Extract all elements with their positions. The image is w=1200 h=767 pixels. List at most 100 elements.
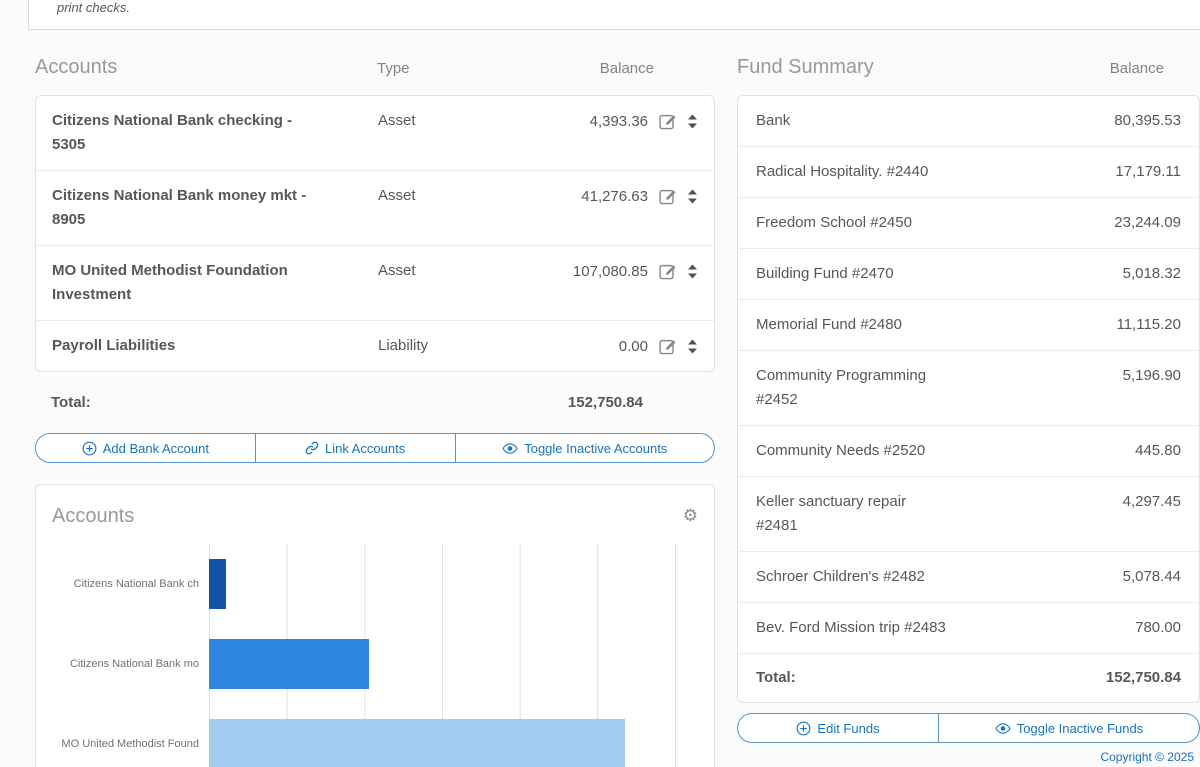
plus-circle-icon (82, 441, 97, 456)
fund-name: Radical Hospitality. #2440 (756, 163, 929, 180)
account-name: MO United Methodist Foundation Investmen… (52, 262, 288, 303)
add-bank-account-button[interactable]: Add Bank Account (36, 434, 255, 462)
account-balance-cell: 41,276.63 (498, 184, 698, 208)
account-balance: 107,080.85 (572, 262, 648, 280)
funds-col-balance: Balance (1109, 60, 1164, 77)
fund-name: Bank (756, 112, 791, 129)
edit-balance-icon[interactable] (658, 262, 677, 281)
fund-balance: 5,196.90 (1122, 367, 1181, 384)
account-type: Asset (378, 262, 416, 279)
info-panel-cutoff: print checks. (28, 0, 1200, 30)
accounts-section-title: Accounts (35, 56, 118, 78)
fund-summary-table: Bank 80,395.53 Radical Hospitality. #244… (737, 95, 1200, 703)
chart-bar-row (209, 704, 675, 767)
account-balance: 4,393.36 (589, 112, 648, 130)
fund-name: Bev. Ford Mission trip #2483 (756, 619, 946, 636)
account-balance-cell: 4,393.36 (498, 109, 698, 133)
fund-balance: 445.80 (1135, 442, 1181, 459)
fund-name: Freedom School #2450 (756, 214, 912, 231)
funds-total-label: Total: (756, 669, 796, 686)
accounts-bar-chart: Citizens National Bank ch Citizens Natio… (50, 544, 700, 767)
fund-balance: 4,297.45 (1122, 493, 1181, 510)
account-name: Citizens National Bank money mkt - 8905 (52, 187, 307, 228)
fund-name: Memorial Fund #2480 (756, 316, 902, 333)
accounts-chart-card: Accounts ⚙ Citizens National Bank ch Cit… (35, 484, 715, 767)
fund-summary-header: Fund Summary Balance (737, 30, 1200, 95)
account-balance: 41,276.63 (581, 187, 648, 205)
edit-balance-icon[interactable] (658, 112, 677, 131)
chart-category-label: MO United Methodist Found (61, 738, 199, 750)
fund-balance: 80,395.53 (1114, 112, 1181, 129)
chart-category-label: Citizens National Bank ch (73, 578, 199, 590)
fund-balance: 5,018.32 (1122, 265, 1181, 282)
chart-bar (209, 719, 625, 767)
chart-category-label: Citizens National Bank mo (69, 658, 199, 670)
fund-row: Schroer Children's #2482 5,078.44 (738, 552, 1199, 603)
chart-plot-area (209, 544, 676, 767)
accounts-col-balance: Balance (599, 60, 654, 77)
edit-balance-icon[interactable] (658, 337, 677, 356)
fund-balance: 780.00 (1135, 619, 1181, 636)
toggle-inactive-accounts-button[interactable]: Toggle Inactive Accounts (454, 434, 714, 462)
edit-funds-label: Edit Funds (817, 720, 880, 736)
chart-title: Accounts (52, 505, 135, 527)
copyright-link[interactable]: Copyright © 2025 (1100, 750, 1194, 764)
accounts-column: Accounts Type Balance Citizens National … (35, 30, 715, 767)
accounts-col-type: Type (377, 60, 410, 77)
toggle-inactive-funds-label: Toggle Inactive Funds (1016, 720, 1144, 736)
account-name: Citizens National Bank checking - 5305 (52, 112, 293, 153)
fund-name: Community Programming #2452 (756, 367, 927, 408)
fund-summary-column: Fund Summary Balance Bank 80,395.53 Radi… (737, 30, 1200, 767)
reorder-icon[interactable] (687, 189, 698, 204)
eye-icon (502, 442, 518, 455)
edit-balance-icon[interactable] (658, 187, 677, 206)
fund-row: Freedom School #2450 23,244.09 (738, 198, 1199, 249)
plus-circle-icon (796, 721, 811, 736)
funds-total-value: 152,750.84 (1105, 669, 1181, 686)
info-panel-text: print checks. (57, 0, 130, 15)
chart-bar (209, 559, 227, 609)
chart-header: Accounts ⚙ (50, 499, 700, 528)
fund-balance: 11,115.20 (1116, 316, 1181, 333)
chart-bar (209, 639, 370, 689)
fund-balance: 5,078.44 (1122, 568, 1181, 585)
reorder-icon[interactable] (687, 339, 698, 354)
reorder-icon[interactable] (687, 114, 698, 129)
toggle-inactive-funds-button[interactable]: Toggle Inactive Funds (938, 714, 1199, 742)
account-balance: 0.00 (618, 337, 648, 355)
funds-actions: Edit Funds Toggle Inactive Funds (737, 713, 1200, 743)
account-name: Payroll Liabilities (52, 337, 176, 354)
chart-bar-row (209, 624, 675, 704)
gear-icon[interactable]: ⚙ (682, 506, 698, 526)
fund-row: Radical Hospitality. #2440 17,179.11 (738, 147, 1199, 198)
account-type: Asset (378, 112, 416, 129)
fund-row: Bank 80,395.53 (738, 96, 1199, 147)
account-row: Payroll Liabilities Liability 0.00 (36, 321, 714, 371)
account-row: Citizens National Bank money mkt - 8905 … (36, 171, 714, 246)
fund-row: Memorial Fund #2480 11,115.20 (738, 300, 1199, 351)
funds-total-row: Total: 152,750.84 (738, 654, 1199, 702)
accounts-table-header: Accounts Type Balance (35, 30, 715, 95)
accounts-total-label: Total: (51, 394, 91, 411)
accounts-total-value: 152,750.84 (567, 394, 643, 411)
fund-name: Schroer Children's #2482 (756, 568, 925, 585)
link-accounts-label: Link Accounts (325, 440, 406, 456)
account-type: Asset (378, 187, 416, 204)
fund-summary-title: Fund Summary (737, 56, 874, 78)
eye-icon (995, 722, 1011, 735)
fund-balance: 23,244.09 (1114, 214, 1181, 231)
account-row: MO United Methodist Foundation Investmen… (36, 246, 714, 321)
account-balance-cell: 107,080.85 (498, 259, 698, 283)
edit-funds-button[interactable]: Edit Funds (738, 714, 938, 742)
accounts-total-row: Total: 152,750.84 (35, 372, 715, 433)
reorder-icon[interactable] (687, 264, 698, 279)
link-icon (305, 441, 319, 455)
chart-category-labels: Citizens National Bank ch Citizens Natio… (50, 544, 209, 767)
link-accounts-button[interactable]: Link Accounts (254, 434, 455, 462)
fund-name: Building Fund #2470 (756, 265, 894, 282)
fund-row: Building Fund #2470 5,018.32 (738, 249, 1199, 300)
accounts-table: Citizens National Bank checking - 5305 A… (35, 95, 715, 372)
account-row: Citizens National Bank checking - 5305 A… (36, 96, 714, 171)
fund-row: Community Programming #2452 5,196.90 (738, 351, 1199, 426)
toggle-inactive-accounts-label: Toggle Inactive Accounts (524, 440, 668, 456)
